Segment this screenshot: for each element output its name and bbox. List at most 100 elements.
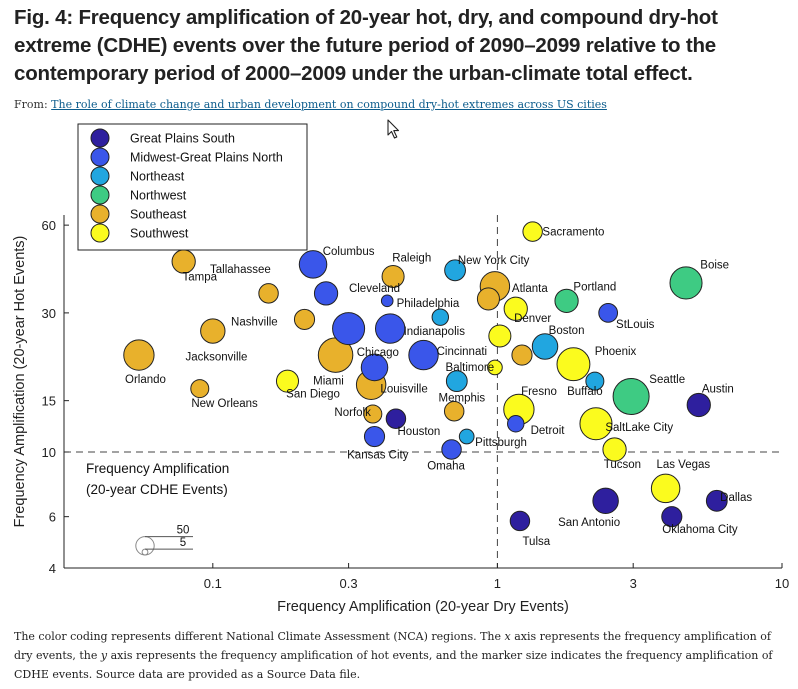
- city-label-atlanta: Atlanta: [512, 283, 548, 295]
- x-axis-title: Frequency Amplification (20-year Dry Eve…: [277, 599, 569, 615]
- point-san-antonio: [592, 487, 619, 515]
- city-label-new-orleans: New Orleans: [191, 398, 258, 410]
- city-label-fresno: Fresno: [521, 386, 557, 398]
- point-detroit: [507, 415, 525, 433]
- city-label-tallahassee: Tallahassee: [210, 264, 271, 276]
- point-cleveland: [313, 281, 339, 306]
- data-points: [123, 221, 728, 532]
- city-label-memphis: Memphis: [439, 392, 486, 404]
- city-label-cleveland: Cleveland: [349, 283, 400, 295]
- point-louisville: [360, 353, 389, 382]
- point-boston: [531, 333, 559, 360]
- point-columbus: [298, 250, 328, 279]
- point-tulsa: [509, 510, 531, 532]
- point-new-orleans: [190, 379, 210, 399]
- point-indianapolis: [374, 313, 406, 344]
- city-label-sacramento: Sacramento: [542, 227, 604, 239]
- point-orlando: [123, 339, 155, 371]
- legend-swatch-northwest: [90, 185, 110, 205]
- y-tick-label: 4: [49, 561, 56, 576]
- legend-swatch-southwest: [90, 223, 110, 243]
- x-tick-label: 0.3: [340, 576, 358, 591]
- y-tick-label: 30: [42, 306, 56, 321]
- city-label-omaha: Omaha: [427, 460, 465, 472]
- point-portland: [554, 288, 579, 313]
- point-raleigh: [381, 264, 405, 289]
- axis-ticks: 0.1 0.3 1 3 10 4 6 10 15 30 60: [42, 218, 790, 591]
- x-tick-label: 10: [775, 576, 789, 591]
- point-norfolk-2: [385, 408, 407, 429]
- city-label-denver: Denver: [514, 313, 551, 325]
- x-tick-label: 3: [630, 576, 637, 591]
- point-tampa: [171, 249, 196, 274]
- point-kansas-city: [363, 425, 386, 448]
- legend-label-southwest: Southwest: [130, 227, 189, 241]
- size-legend-title-line-2: (20-year CDHE Events): [86, 482, 228, 497]
- legend-box: [77, 123, 308, 251]
- reference-lines: [64, 215, 782, 568]
- point-philadelphia: [380, 294, 394, 308]
- from-label: From:: [14, 98, 48, 111]
- point-norfolk: [363, 404, 383, 424]
- point-jacksonville: [200, 318, 226, 344]
- city-label-las-vegas: Las Vegas: [656, 459, 710, 471]
- legend-label-midwest-great-plains-north: Midwest-Great Plains North: [130, 151, 283, 165]
- y-tick-label: 15: [42, 394, 56, 409]
- city-label-saltlake-city: SaltLake City: [605, 422, 673, 434]
- point-atlanta-2: [476, 287, 500, 311]
- point-oklahoma-city: [661, 506, 683, 528]
- city-label-nashville: Nashville: [231, 317, 278, 329]
- source-article-link[interactable]: The role of climate change and urban dev…: [51, 98, 607, 111]
- city-label-orlando: Orlando: [125, 374, 166, 386]
- city-label-tampa: Tampa: [183, 271, 218, 283]
- city-label-pittsburgh: Pittsburgh: [475, 437, 527, 449]
- x-tick-label: 1: [494, 576, 501, 591]
- figure-caption: The color coding represents different Na…: [14, 627, 786, 684]
- city-label-oklahoma-city: Oklahoma City: [662, 524, 738, 536]
- size-legend-title-line-1: Frequency Amplification: [86, 461, 229, 476]
- point-austin: [686, 392, 711, 418]
- x-tick-label: 0.1: [204, 576, 222, 591]
- point-tallahassee: [258, 283, 279, 304]
- city-label-jacksonville: Jacksonville: [185, 351, 247, 363]
- city-label-houston: Houston: [398, 426, 441, 438]
- city-label-kansas-city: Kansas City: [347, 450, 409, 462]
- point-miami: [275, 369, 300, 393]
- point-pittsburgh: [458, 428, 475, 445]
- city-label-philadelphia: Philadelphia: [397, 298, 460, 310]
- point-omaha: [441, 439, 462, 460]
- point-boise: [669, 266, 703, 300]
- size-legend-circle-50: [135, 536, 155, 556]
- city-label-norfolk: Norfolk: [334, 407, 371, 419]
- city-label-detroit: Detroit: [531, 425, 566, 437]
- point-denver-2: [488, 324, 512, 348]
- point-tucson: [602, 437, 627, 462]
- city-label-portland: Portland: [573, 281, 616, 293]
- city-label-chicago: Chicago: [357, 347, 399, 359]
- point-nashville: [293, 308, 316, 330]
- legend-swatch-southeast: [90, 204, 110, 224]
- point-seattle: [612, 377, 650, 416]
- city-label-seattle: Seattle: [649, 374, 685, 386]
- city-label-columbus: Columbus: [323, 246, 375, 258]
- legend-swatch-midwest-great-plains-north: [90, 147, 110, 167]
- point-cincinnati: [408, 339, 439, 371]
- y-axis-title: Frequency Amplification (20-year Hot Eve…: [12, 236, 28, 528]
- point-memphis: [445, 370, 468, 393]
- size-legend-value-5: 5: [180, 537, 186, 549]
- y-tick-label: 10: [42, 445, 56, 460]
- city-label-tulsa: Tulsa: [522, 536, 550, 548]
- legend-label-southeast: Southeast: [130, 208, 187, 222]
- city-label-phoenix: Phoenix: [595, 346, 637, 358]
- y-tick-label: 6: [49, 510, 56, 525]
- caption-text-2: axis represents the frequency amplificat…: [14, 630, 771, 662]
- caption-x-variable: x: [504, 630, 511, 643]
- city-label-baltimore: Baltimore: [446, 362, 495, 374]
- y-tick-label: 60: [42, 218, 56, 233]
- legend-swatch-northeast: [90, 166, 110, 186]
- point-cincinnati-2: [511, 344, 533, 366]
- point-baltimore: [487, 359, 503, 376]
- city-label-san-antonio: San Antonio: [558, 517, 620, 529]
